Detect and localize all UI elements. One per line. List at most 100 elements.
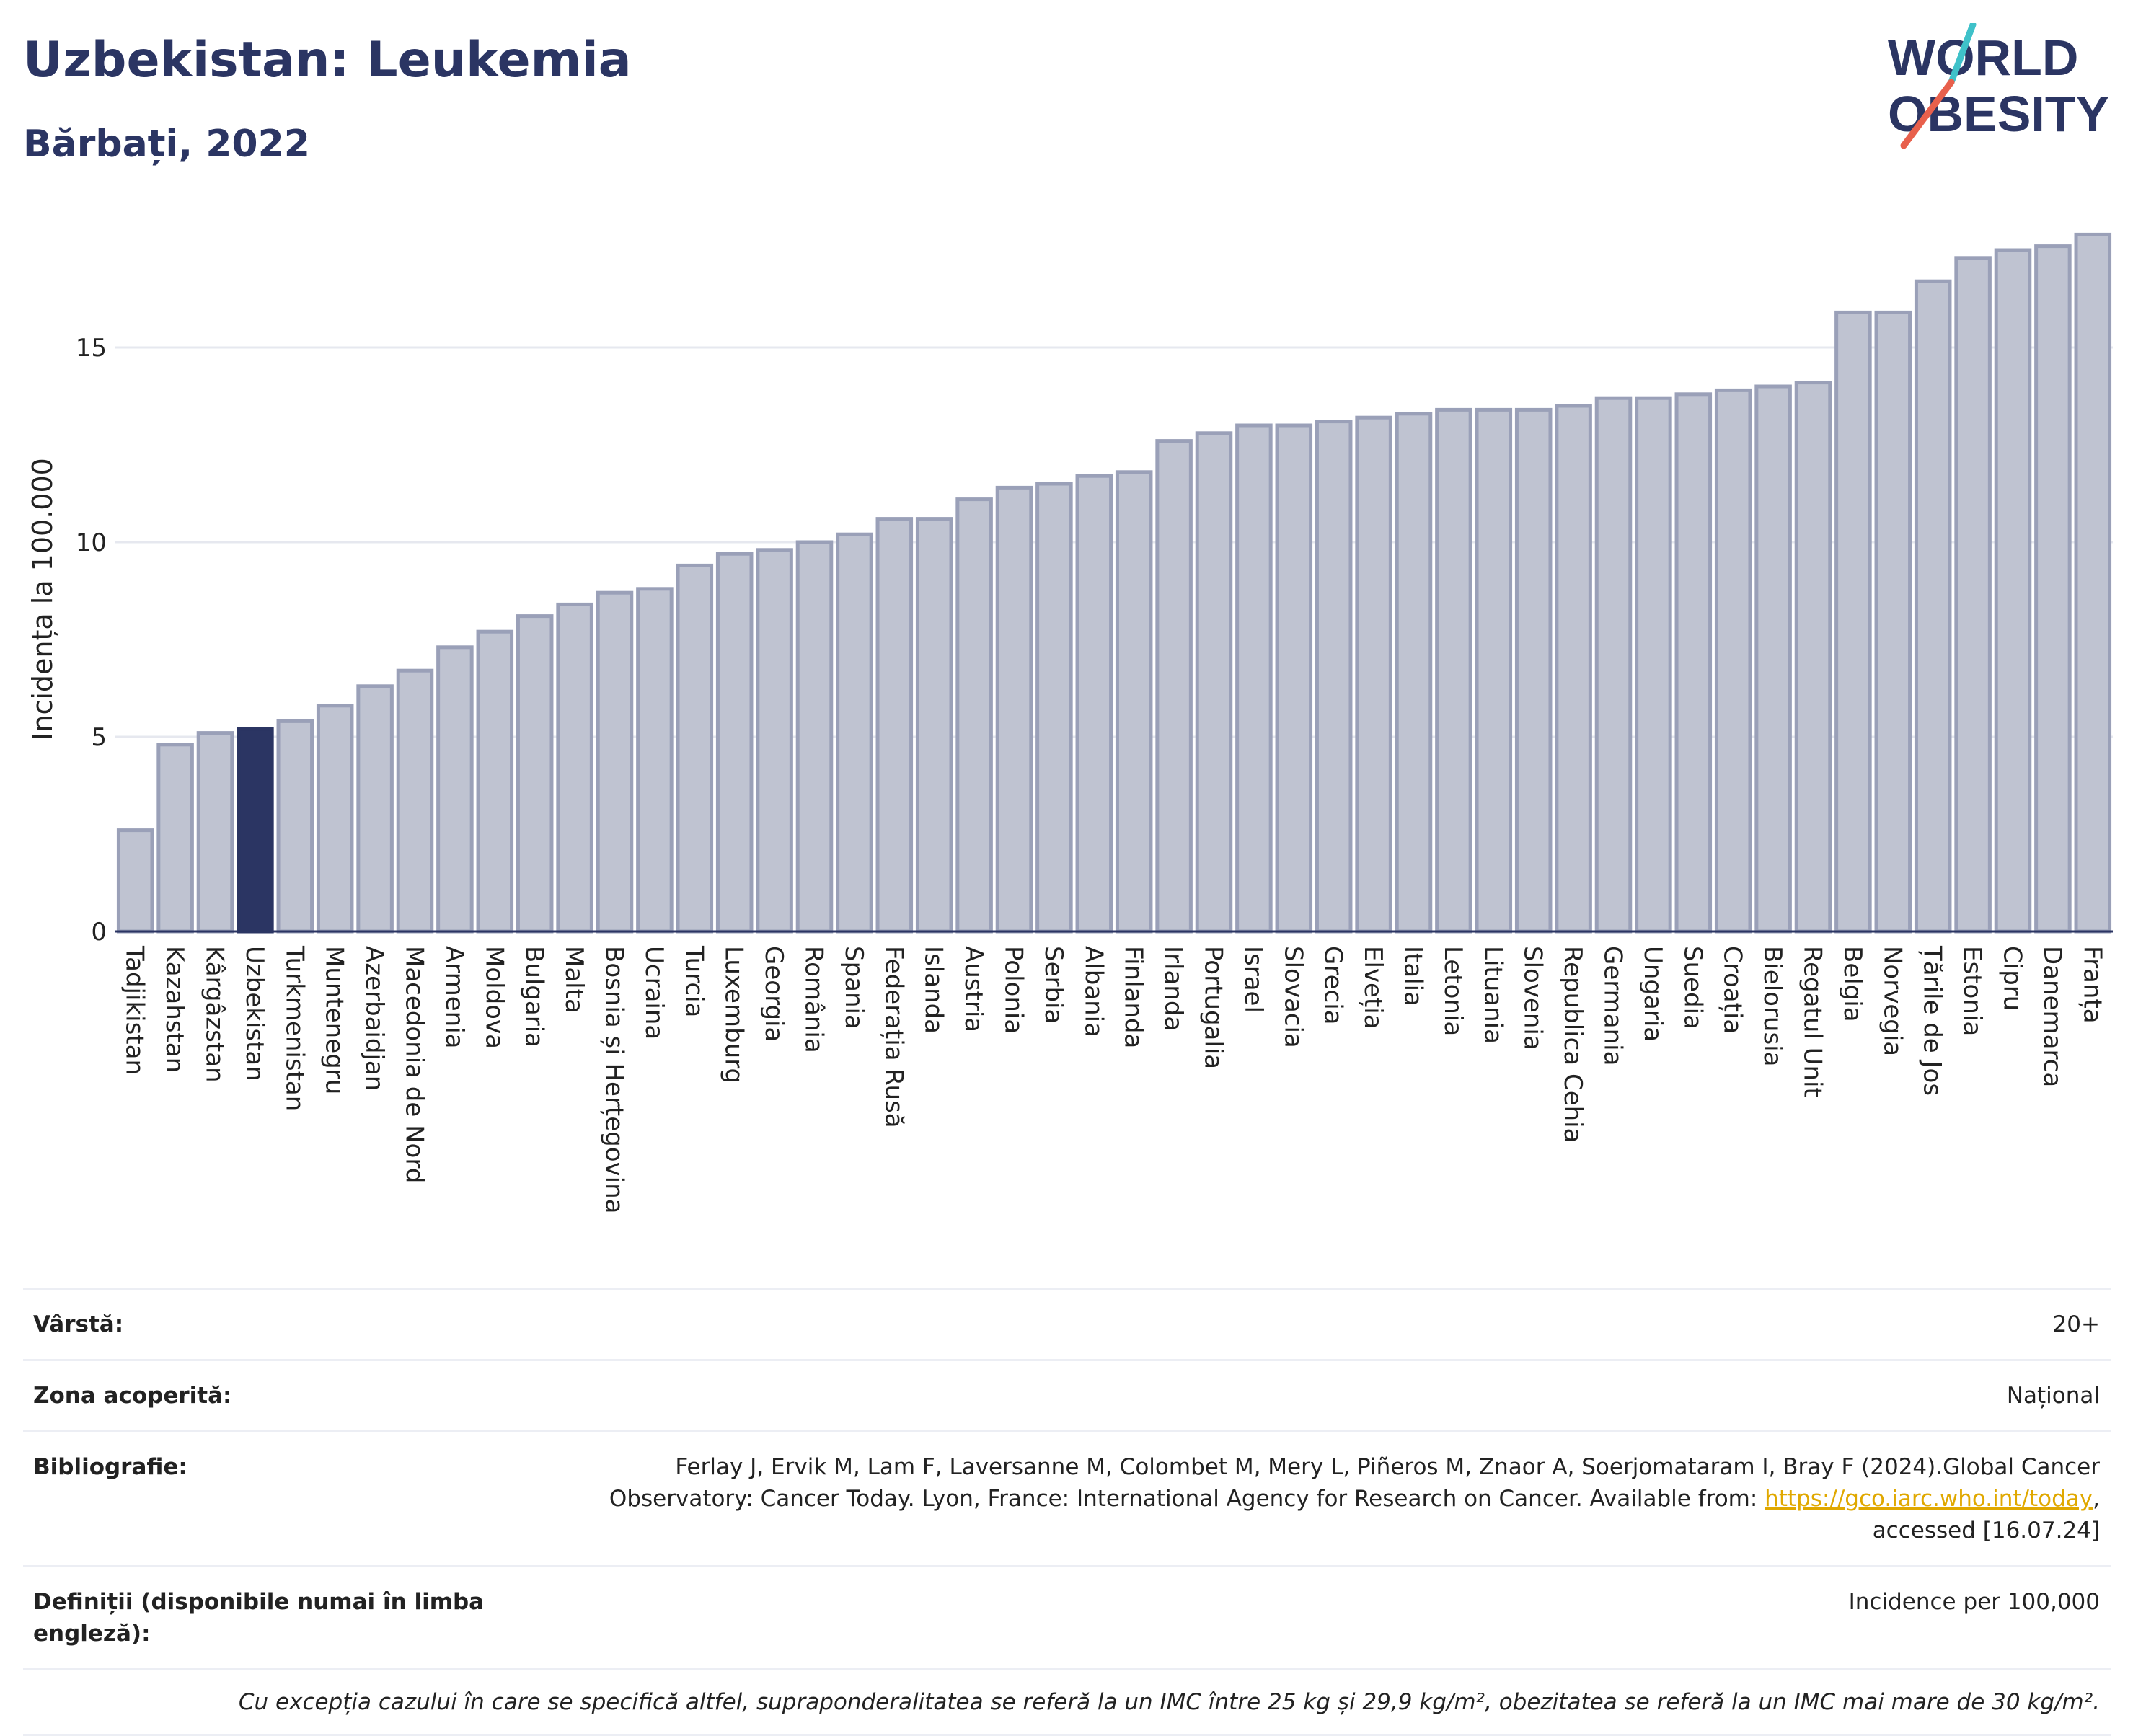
bibliography-line3: accessed [16.07.24] xyxy=(1872,1518,2100,1544)
x-tick-label: Suedia xyxy=(1678,946,1707,1029)
bar xyxy=(1914,279,1952,934)
y-tick-label: 15 xyxy=(76,334,107,363)
age-value: 20+ xyxy=(2052,1311,2100,1337)
x-tick-label: Lituania xyxy=(1478,946,1507,1044)
bar xyxy=(1115,470,1153,934)
x-tick-label: Slovacia xyxy=(1279,946,1307,1048)
bar xyxy=(795,540,834,934)
bibliography-value: Ferlay J, Ervik M, Lam F, Laversanne M, … xyxy=(495,1451,2100,1546)
definitions-label: Definiții (disponibile numai în limba en… xyxy=(33,1589,485,1647)
logo-slash-teal xyxy=(1948,23,1977,86)
info-row-age: Vârstă: 20+ xyxy=(23,1288,2111,1359)
x-tick-label: Ungaria xyxy=(1638,946,1667,1042)
bar xyxy=(436,645,474,934)
bar xyxy=(676,563,714,934)
x-tick-label: Ucraina xyxy=(640,946,668,1040)
x-tick-label: Letonia xyxy=(1439,946,1467,1036)
bar-chart: 0 5 10 15 Incidența la 100.000 Tadjikistan Kaz… xyxy=(27,232,2113,1214)
bar xyxy=(1754,384,1792,934)
x-tick-label: Armenia xyxy=(440,946,469,1049)
bibliography-line1: Ferlay J, Ervik M, Lam F, Laversanne M, … xyxy=(675,1454,2100,1480)
bibliography-label: Bibliografie: xyxy=(33,1454,187,1480)
x-tick-label: Azerbaidjan xyxy=(360,946,389,1091)
bar xyxy=(1635,396,1672,934)
x-tick-label: Franța xyxy=(2077,946,2106,1024)
x-tick-label: Muntenegru xyxy=(320,946,349,1094)
x-tick-label: Estonia xyxy=(1958,946,1987,1036)
bar xyxy=(1395,412,1433,934)
info-row-definitions: Definiții (disponibile numai în limba en… xyxy=(23,1565,2111,1668)
bar xyxy=(596,590,634,934)
x-tick-label: Portugalia xyxy=(1199,946,1228,1069)
bar xyxy=(1594,396,1633,934)
logo-slash-red xyxy=(1900,79,1955,149)
bar xyxy=(875,517,914,934)
y-tick-label: 10 xyxy=(76,528,107,557)
y-tick-label: 0 xyxy=(91,918,107,947)
x-tick-label: Tadjikistan xyxy=(120,945,149,1075)
x-tick-label: Cipru xyxy=(1998,946,2027,1011)
bar xyxy=(836,532,873,934)
world-obesity-logo: WORLD OBESITY xyxy=(1888,23,2109,149)
y-tick-label: 5 xyxy=(91,723,107,752)
x-tick-label: Bosnia și Herțegovina xyxy=(600,946,629,1214)
x-tick-label: Serbia xyxy=(1039,946,1068,1024)
bar xyxy=(1674,392,1713,934)
logo-text-world: WORLD xyxy=(1888,30,2078,86)
definitions-value: Incidence per 100,000 xyxy=(1848,1589,2100,1615)
age-label: Vârstă: xyxy=(33,1311,124,1337)
x-tick-label: Kârgâzstan xyxy=(200,946,229,1083)
x-tick-label: Regatul Unit xyxy=(1798,946,1827,1097)
x-tick-label: Danemarca xyxy=(2038,946,2067,1087)
x-tick-label: Austria xyxy=(959,946,988,1032)
bar xyxy=(196,731,234,934)
bar xyxy=(915,517,953,934)
bar xyxy=(1555,404,1592,934)
bar xyxy=(476,629,514,934)
bar xyxy=(2074,232,2112,934)
x-tick-label: Belgia xyxy=(1838,946,1867,1022)
x-tick-label: Finlanda xyxy=(1119,946,1148,1048)
bar xyxy=(1714,388,1752,934)
bar xyxy=(1475,407,1513,934)
bar xyxy=(116,828,154,934)
bar xyxy=(1874,310,1912,934)
source-link[interactable]: https://gco.iarc.who.int/today xyxy=(1765,1486,2093,1512)
x-tick-label: Turkmenistan xyxy=(280,945,309,1111)
bar xyxy=(955,497,993,934)
bar xyxy=(1994,248,2032,934)
x-tick-label: Georgia xyxy=(759,946,788,1042)
info-table: Vârstă: 20+ Zona acoperită: Național Bib… xyxy=(23,1288,2111,1736)
bar xyxy=(995,485,1033,934)
coverage-label: Zona acoperită: xyxy=(33,1383,232,1409)
bar xyxy=(1794,381,1832,934)
x-tick-label: Slovenia xyxy=(1519,946,1547,1050)
bar xyxy=(356,684,394,934)
x-tick-label: Croația xyxy=(1718,946,1747,1034)
bibliography-line2: Observatory: Cancer Today. Lyon, France:… xyxy=(609,1486,1765,1512)
x-tick-label: Elveția xyxy=(1359,946,1387,1029)
x-tick-label: Islanda xyxy=(919,946,948,1034)
footnote: Cu excepția cazului în care se specifică… xyxy=(23,1668,2111,1736)
bar xyxy=(556,602,593,934)
x-tick-label: Israel xyxy=(1239,946,1268,1013)
x-tick-label: Uzbekistan xyxy=(240,946,269,1081)
x-tick-label: Kazahstan xyxy=(160,946,189,1073)
bar xyxy=(1195,431,1233,934)
x-tick-label: Bielorusia xyxy=(1758,946,1787,1066)
bar xyxy=(1155,439,1193,934)
bar xyxy=(1075,474,1113,934)
x-tick-label: Luxemburg xyxy=(720,946,748,1084)
x-tick-label: Țările de Jos xyxy=(1918,945,1947,1096)
x-tick-label: Italia xyxy=(1399,946,1428,1006)
x-tick-label: Turcia xyxy=(679,945,708,1017)
bar xyxy=(2034,244,2072,934)
x-tick-label: Moldova xyxy=(480,946,508,1049)
bar xyxy=(237,727,274,934)
x-tick-label: Irlanda xyxy=(1159,946,1188,1031)
x-tick-label: Polonia xyxy=(999,946,1028,1034)
x-tick-label: Macedonia de Nord xyxy=(400,946,429,1183)
info-row-bibliography: Bibliografie: Ferlay J, Ervik M, Lam F, … xyxy=(23,1430,2111,1565)
x-tick-label: Grecia xyxy=(1319,946,1348,1024)
bar xyxy=(1435,407,1472,934)
